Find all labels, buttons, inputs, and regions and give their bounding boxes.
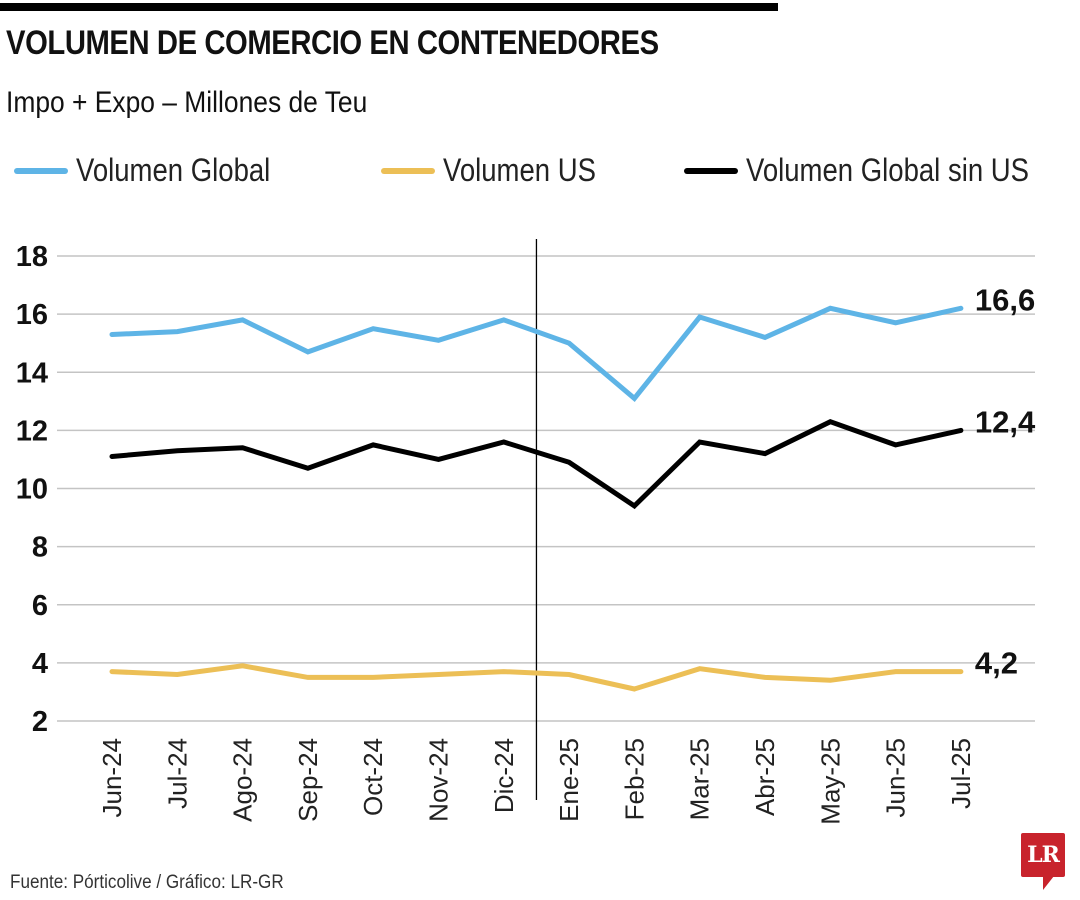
end-labels: 16,6 12,4 4,2 — [975, 282, 1036, 680]
gridlines — [57, 255, 1035, 722]
end-value-label: 12,4 — [975, 404, 1036, 439]
legend-item-global-sin-us: Volumen Global sin US — [684, 152, 1075, 189]
chart-subtitle: Impo + Expo – Millones de Teu — [6, 86, 368, 119]
legend: Volumen Global Volumen US Volumen Global… — [0, 152, 1080, 192]
y-tick-label: 2 — [32, 706, 48, 738]
legend-item-global: Volumen Global — [14, 152, 302, 189]
series-line-volumen-global-sin-us — [109, 418, 964, 510]
x-tick-label: Jul-24 — [162, 738, 192, 809]
series-line-volumen-global — [109, 305, 964, 402]
lr-logo: LR — [1021, 833, 1065, 877]
y-tick-label: 14 — [16, 357, 48, 389]
x-tick-label: Oct-24 — [358, 738, 388, 816]
legend-swatch-us — [381, 167, 435, 174]
legend-swatch-global — [14, 167, 68, 174]
x-tick-label: Nov-24 — [424, 738, 454, 822]
y-tick-label: 4 — [32, 648, 48, 680]
top-rule — [0, 3, 778, 11]
y-tick-label: 6 — [32, 590, 48, 622]
series-lines — [109, 305, 964, 692]
legend-label: Volumen US — [443, 152, 596, 188]
y-tick-label: 16 — [16, 299, 48, 331]
end-value-label: 16,6 — [975, 282, 1035, 317]
x-axis-ticks: Jun-24 Jul-24 Ago-24 Sep-24 Oct-24 Nov-24 Dic-… — [97, 738, 976, 825]
lr-logo-tail — [1043, 876, 1054, 890]
x-tick-label: Dic-24 — [489, 738, 519, 813]
legend-swatch-global-sin-us — [684, 167, 738, 174]
x-tick-label: Ago-24 — [228, 738, 258, 822]
y-tick-label: 8 — [32, 532, 48, 564]
end-value-label: 4,2 — [975, 646, 1018, 681]
legend-label: Volumen Global — [76, 152, 271, 188]
series-line-volumen-us — [109, 663, 964, 692]
x-tick-label: Ene-25 — [554, 738, 584, 822]
x-tick-label: May-25 — [815, 738, 845, 825]
legend-item-us: Volumen US — [381, 152, 621, 189]
x-tick-label: Abr-25 — [750, 738, 780, 816]
source-note: Fuente: Pórticolive / Gráfico: LR-GR — [10, 872, 284, 893]
y-axis-ticks: 18 16 14 12 10 8 6 4 2 — [16, 241, 48, 738]
chart-title: VOLUMEN DE COMERCIO EN CONTENEDORES — [6, 24, 659, 62]
legend-label: Volumen Global sin US — [746, 152, 1029, 188]
x-tick-label: Feb-25 — [619, 738, 649, 820]
x-tick-label: Jun-24 — [97, 738, 127, 818]
x-tick-label: Mar-25 — [685, 738, 715, 820]
y-tick-label: 18 — [16, 241, 48, 273]
x-tick-label: Jun-25 — [881, 738, 911, 818]
x-tick-label: Sep-24 — [293, 738, 323, 822]
y-tick-label: 12 — [16, 415, 48, 447]
y-tick-label: 10 — [16, 474, 48, 506]
x-tick-label: Jul-25 — [946, 738, 976, 809]
